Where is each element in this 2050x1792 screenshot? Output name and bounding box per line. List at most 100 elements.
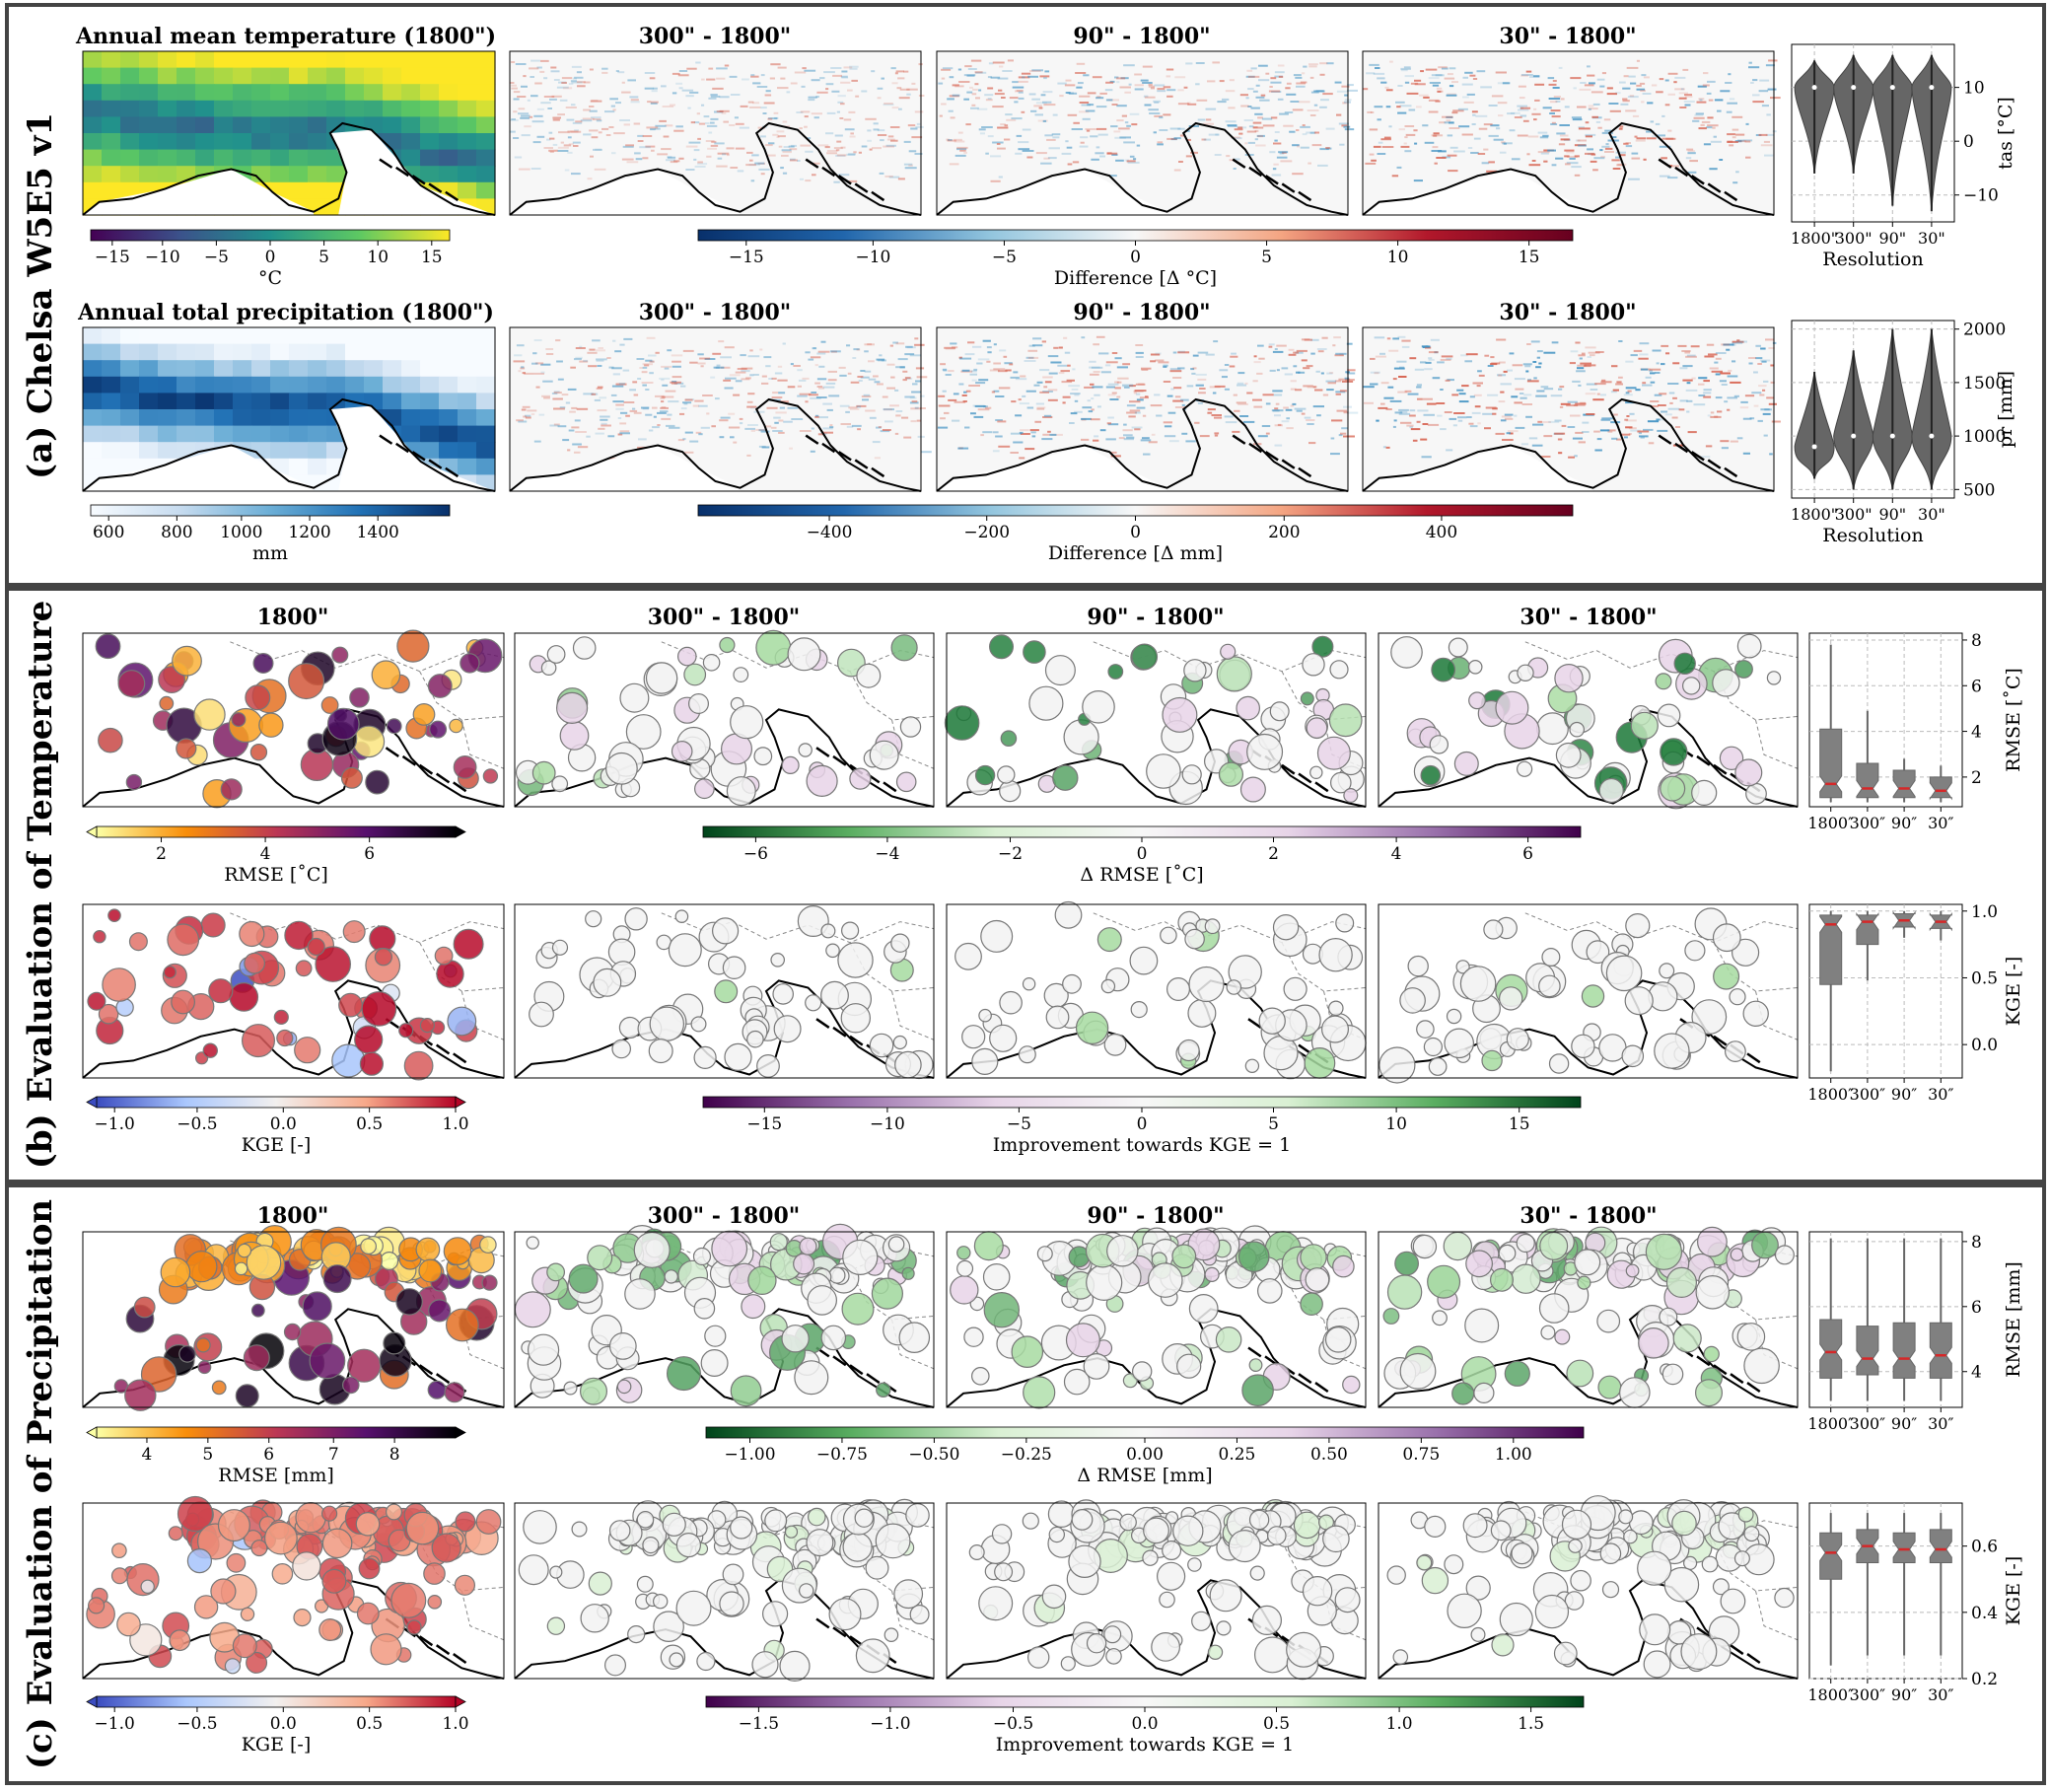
station-marker xyxy=(196,1338,210,1352)
difference-speck xyxy=(1473,383,1484,385)
difference-speck xyxy=(789,448,793,450)
station-marker xyxy=(1205,919,1220,934)
station-marker xyxy=(94,931,106,943)
grid-cell xyxy=(289,150,309,167)
difference-speck xyxy=(1570,415,1581,417)
station-marker xyxy=(870,741,898,769)
difference-speck xyxy=(1135,344,1143,346)
grid-cell xyxy=(420,51,440,68)
station-marker xyxy=(969,1545,984,1560)
difference-speck xyxy=(1157,88,1165,90)
difference-speck xyxy=(1749,62,1752,64)
difference-speck xyxy=(892,82,898,84)
difference-speck xyxy=(541,372,545,374)
difference-speck xyxy=(1526,71,1532,73)
difference-speck xyxy=(1537,421,1542,423)
difference-speck xyxy=(1059,95,1063,97)
difference-speck xyxy=(642,385,647,387)
difference-speck xyxy=(1093,343,1099,345)
station-marker xyxy=(1644,1651,1670,1678)
y-axis-label: pr [mm] xyxy=(1995,371,2016,448)
difference-speck xyxy=(1685,105,1691,107)
difference-speck xyxy=(1613,390,1619,392)
difference-speck xyxy=(1135,84,1144,86)
difference-speck xyxy=(1096,97,1103,99)
difference-speck xyxy=(832,75,842,77)
grid-cell xyxy=(214,150,234,167)
difference-speck xyxy=(534,441,541,443)
station-marker xyxy=(1424,1039,1442,1056)
difference-speck xyxy=(592,136,599,138)
difference-speck xyxy=(943,369,947,371)
difference-speck xyxy=(1314,390,1322,392)
difference-speck xyxy=(897,77,904,79)
difference-speck xyxy=(1543,161,1547,163)
grid-cell xyxy=(214,68,234,85)
station-marker xyxy=(1661,776,1685,801)
station-marker xyxy=(1452,1383,1474,1404)
station-marker xyxy=(1408,957,1428,976)
difference-speck xyxy=(1131,123,1137,125)
difference-speck xyxy=(1589,108,1591,110)
grid-cell xyxy=(326,84,346,101)
difference-speck xyxy=(1487,394,1498,396)
difference-speck xyxy=(1178,351,1185,353)
station-marker xyxy=(1173,1516,1203,1545)
difference-speck xyxy=(956,147,967,149)
difference-speck xyxy=(1449,85,1453,87)
difference-speck xyxy=(1489,135,1499,137)
difference-speck xyxy=(1316,90,1324,92)
difference-speck xyxy=(639,146,651,148)
grid-cell xyxy=(458,182,477,199)
difference-speck xyxy=(721,417,731,419)
station-marker xyxy=(910,1606,929,1624)
station-marker xyxy=(701,1350,728,1377)
grid-cell xyxy=(270,51,290,68)
difference-speck xyxy=(1559,124,1570,126)
difference-speck xyxy=(1580,82,1586,84)
station-marker xyxy=(236,1385,258,1407)
difference-speck xyxy=(1591,389,1598,391)
station-marker xyxy=(342,767,363,788)
station-marker xyxy=(429,1300,451,1322)
station-marker xyxy=(1210,1580,1241,1612)
difference-speck xyxy=(1576,370,1586,372)
difference-speck xyxy=(622,82,625,84)
difference-speck xyxy=(896,342,905,344)
station-marker xyxy=(1217,1621,1231,1635)
difference-speck xyxy=(572,444,582,446)
station-marker xyxy=(476,1510,501,1535)
difference-speck xyxy=(1137,398,1144,400)
grid-cell xyxy=(476,459,496,475)
difference-speck xyxy=(612,400,623,402)
difference-speck xyxy=(1030,431,1035,433)
difference-speck xyxy=(1273,168,1276,170)
station-marker xyxy=(161,1257,189,1286)
difference-speck xyxy=(1187,104,1196,106)
difference-speck xyxy=(1496,339,1506,341)
difference-speck xyxy=(955,155,966,157)
difference-speck xyxy=(607,435,614,437)
difference-speck xyxy=(1297,145,1300,147)
difference-speck xyxy=(1371,372,1380,374)
difference-speck xyxy=(1398,376,1407,378)
station-marker xyxy=(1448,1594,1481,1627)
difference-speck xyxy=(573,142,581,144)
grid-cell xyxy=(233,101,252,117)
station-marker xyxy=(752,1652,778,1678)
grid-cell xyxy=(345,68,365,85)
difference-speck xyxy=(873,376,879,378)
difference-speck xyxy=(993,62,1005,64)
grid-cell xyxy=(120,393,140,409)
difference-speck xyxy=(1697,102,1707,104)
station-marker xyxy=(455,1575,474,1595)
title-c1-map3: 90" - 1800" xyxy=(1087,1203,1224,1229)
difference-speck xyxy=(528,100,530,102)
difference-speck xyxy=(1719,159,1723,161)
grid-cell xyxy=(214,133,234,150)
difference-speck xyxy=(1193,355,1199,357)
colorbar-label: mm xyxy=(252,542,288,564)
grid-cell xyxy=(251,344,271,361)
difference-speck xyxy=(814,383,820,385)
difference-speck xyxy=(1601,146,1609,148)
